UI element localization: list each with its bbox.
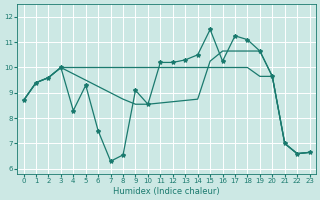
X-axis label: Humidex (Indice chaleur): Humidex (Indice chaleur) bbox=[113, 187, 220, 196]
